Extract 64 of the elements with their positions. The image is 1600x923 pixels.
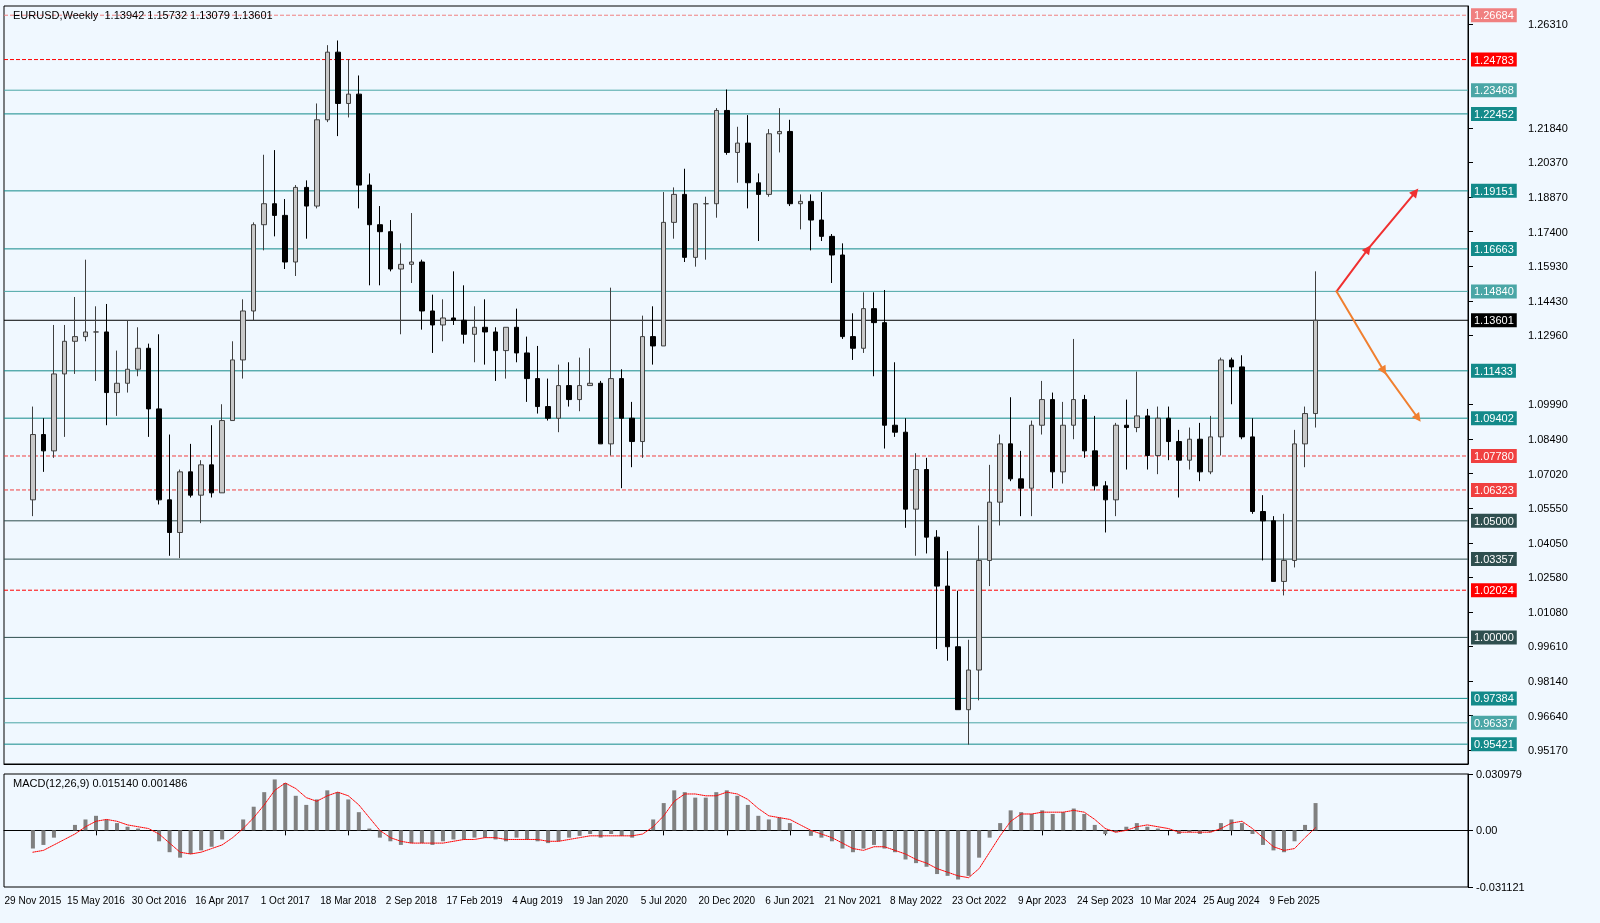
y-tick-label: 1.12960 <box>1528 329 1568 342</box>
x-tick-label: 18 Mar 2018 <box>320 894 377 906</box>
x-tick-label: 30 Oct 2016 <box>131 894 187 906</box>
y-tick-label: 1.14430 <box>1528 294 1568 307</box>
ref-line-label: 1.09402 <box>1474 412 1514 425</box>
y-tick-label: 1.18870 <box>1528 191 1568 204</box>
y-tick-label: 1.08490 <box>1528 433 1568 446</box>
ref-line-label: 0.97384 <box>1474 692 1514 705</box>
y-tick-label: 1.02580 <box>1528 571 1568 584</box>
x-tick-label: 19 Jan 2020 <box>573 894 629 906</box>
ref-line-label: 1.16663 <box>1474 242 1514 255</box>
ref-line-label: 1.02024 <box>1474 584 1514 597</box>
x-tick-label: 6 Jun 2021 <box>765 894 816 906</box>
x-tick-label: 9 Feb 2025 <box>1269 894 1321 906</box>
y-tick-label: 0.00 <box>1476 824 1498 837</box>
chart-title: MACD(12,26,9) 0.015140 0.001486 <box>13 776 188 789</box>
y-tick-label: 0.95170 <box>1528 744 1568 757</box>
y-tick-label: 0.98140 <box>1528 674 1568 687</box>
ref-line-label: 1.22452 <box>1474 107 1514 120</box>
x-tick-label: 23 Oct 2022 <box>951 894 1007 906</box>
x-tick-label: 21 Nov 2021 <box>824 894 882 906</box>
ref-line-label: 1.00000 <box>1474 631 1514 644</box>
chart-title: EURUSD,Weekly 1.13942 1.15732 1.13079 1.13601 <box>13 8 273 21</box>
x-tick-label: 24 Sep 2023 <box>1076 894 1135 906</box>
y-tick-label: 1.15930 <box>1528 259 1568 272</box>
x-tick-label: 4 Aug 2019 <box>512 894 564 906</box>
y-tick-label: 0.99610 <box>1528 640 1568 653</box>
ref-line-label: 0.96337 <box>1474 716 1514 729</box>
ref-line-label: 1.06323 <box>1474 483 1514 496</box>
x-tick-label: 10 Mar 2024 <box>1140 894 1197 906</box>
ref-line-label: 1.24783 <box>1474 53 1514 66</box>
x-tick-label: 17 Feb 2019 <box>446 894 503 906</box>
x-tick-label: 2 Sep 2018 <box>385 894 438 906</box>
ref-line-label: 1.03357 <box>1474 553 1514 566</box>
ref-line-label: 1.11433 <box>1474 364 1513 377</box>
ref-line-label: 0.95421 <box>1474 738 1514 751</box>
y-tick-label: 1.09990 <box>1528 398 1568 411</box>
y-tick-label: 0.030979 <box>1476 768 1522 780</box>
x-tick-label: 29 Nov 2015 <box>4 894 62 906</box>
y-tick-label: 1.07020 <box>1528 467 1568 480</box>
y-tick-label: -0.031121 <box>1476 881 1525 893</box>
x-tick-label: 5 Jul 2020 <box>640 894 688 906</box>
ref-line-label: 1.26684 <box>1474 9 1514 22</box>
y-tick-label: 1.01080 <box>1528 606 1568 619</box>
ref-line-label: 1.14840 <box>1474 285 1514 298</box>
y-tick-label: 1.20370 <box>1528 156 1568 169</box>
x-tick-label: 15 May 2016 <box>67 894 126 906</box>
y-tick-label: 1.21840 <box>1528 122 1568 135</box>
ref-line-label: 1.13601 <box>1474 314 1514 327</box>
x-tick-label: 25 Aug 2024 <box>1203 894 1260 906</box>
x-tick-label: 20 Dec 2020 <box>698 894 756 906</box>
x-tick-label: 8 May 2022 <box>889 894 943 906</box>
y-tick-label: 1.05550 <box>1528 501 1568 514</box>
y-tick-label: 1.17400 <box>1528 225 1568 238</box>
y-tick-label: 1.04050 <box>1528 536 1568 549</box>
y-tick-label: 1.26310 <box>1528 17 1568 30</box>
y-tick-label: 0.96640 <box>1528 709 1568 722</box>
ref-line-label: 1.23468 <box>1474 84 1514 97</box>
ref-line-label: 1.05000 <box>1474 514 1514 527</box>
x-tick-label: 1 Oct 2017 <box>260 894 311 906</box>
x-tick-label: 9 Apr 2023 <box>1018 894 1067 906</box>
x-tick-label: 16 Apr 2017 <box>195 894 250 906</box>
ref-line-label: 1.07780 <box>1474 450 1514 462</box>
ref-line-label: 1.19151 <box>1474 184 1514 197</box>
